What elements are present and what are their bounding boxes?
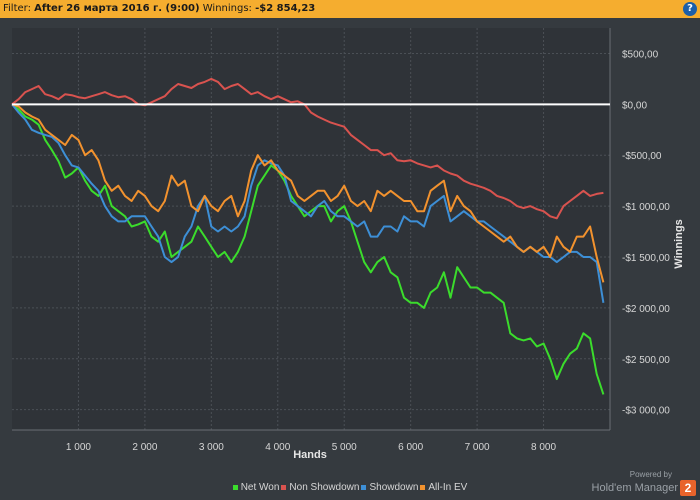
legend-label: Non Showdown xyxy=(289,482,360,493)
legend-item-net-won[interactable]: Net Won xyxy=(232,482,280,493)
x-tick-label: 8 000 xyxy=(531,442,556,453)
legend-swatch xyxy=(361,484,367,490)
x-tick-label: 2 000 xyxy=(132,442,157,453)
y-tick-label: $0,00 xyxy=(622,100,647,111)
legend-label: All-In EV xyxy=(428,482,468,493)
legend-label: Showdown xyxy=(369,482,419,493)
x-tick-label: 1 000 xyxy=(66,442,91,453)
chart-legend: Net Won Non Showdown Showdown All-In EV xyxy=(0,482,700,493)
legend-swatch xyxy=(420,484,426,490)
legend-item-all-in-ev[interactable]: All-In EV xyxy=(420,482,467,493)
series-line-showdown xyxy=(11,103,605,303)
y-tick-label: -$1 500,00 xyxy=(622,253,670,264)
brand-name: Hold'em Manager xyxy=(591,481,678,494)
y-tick-label: -$2 000,00 xyxy=(622,304,670,315)
legend-item-showdown[interactable]: Showdown xyxy=(361,482,418,493)
chart-grid xyxy=(12,28,611,431)
y-tick-label: -$2 500,00 xyxy=(622,355,670,366)
y-tick-label: -$500,00 xyxy=(622,151,662,162)
x-tick-label: 7 000 xyxy=(465,442,490,453)
x-tick-label: 6 000 xyxy=(398,442,423,453)
powered-by-text: Powered by xyxy=(629,470,672,479)
y-tick-label: $500,00 xyxy=(622,49,659,60)
filter-label: Filter: xyxy=(3,3,31,14)
series-line-non-showdown xyxy=(11,77,604,220)
winnings-chart: 1 000 2 000 3 000 4 000 5 000 6 000 7 000 8 000… xyxy=(11,28,685,461)
help-icon[interactable]: ? xyxy=(683,2,697,16)
series-line-all-in-ev xyxy=(11,103,605,283)
plot-area xyxy=(12,28,610,430)
x-tick-label: 5 000 xyxy=(332,442,357,453)
winnings-value: -$2 854,23 xyxy=(255,3,316,14)
filter-bar: Filter: After 26 марта 2016 г. (9:00) Wi… xyxy=(0,0,700,18)
hm2-logo-icon: 2 xyxy=(680,479,696,496)
branding: Powered by Hold'em Manager 2 xyxy=(592,470,696,497)
winnings-label: Winnings: xyxy=(202,3,252,14)
legend-item-non-showdown[interactable]: Non Showdown xyxy=(281,482,359,493)
y-axis-label: Winnings xyxy=(673,219,685,268)
x-axis-label: Hands xyxy=(293,449,327,461)
chart-lines xyxy=(11,77,610,395)
x-tick-labels: 1 000 2 000 3 000 4 000 5 000 6 000 7 000 8 000 xyxy=(66,442,557,453)
y-tick-label: -$3 000,00 xyxy=(622,406,670,417)
legend-swatch xyxy=(232,484,238,490)
legend-label: Net Won xyxy=(240,482,280,493)
y-tick-labels: $500,00 $0,00 -$500,00 -$1 000,00 -$1 500,00… xyxy=(622,49,670,416)
x-tick-label: 3 000 xyxy=(199,442,224,453)
x-tick-label: 4 000 xyxy=(265,442,290,453)
filter-value: After 26 марта 2016 г. (9:00) xyxy=(34,3,200,14)
legend-swatch xyxy=(281,484,287,490)
y-tick-label: -$1 000,00 xyxy=(622,202,670,213)
